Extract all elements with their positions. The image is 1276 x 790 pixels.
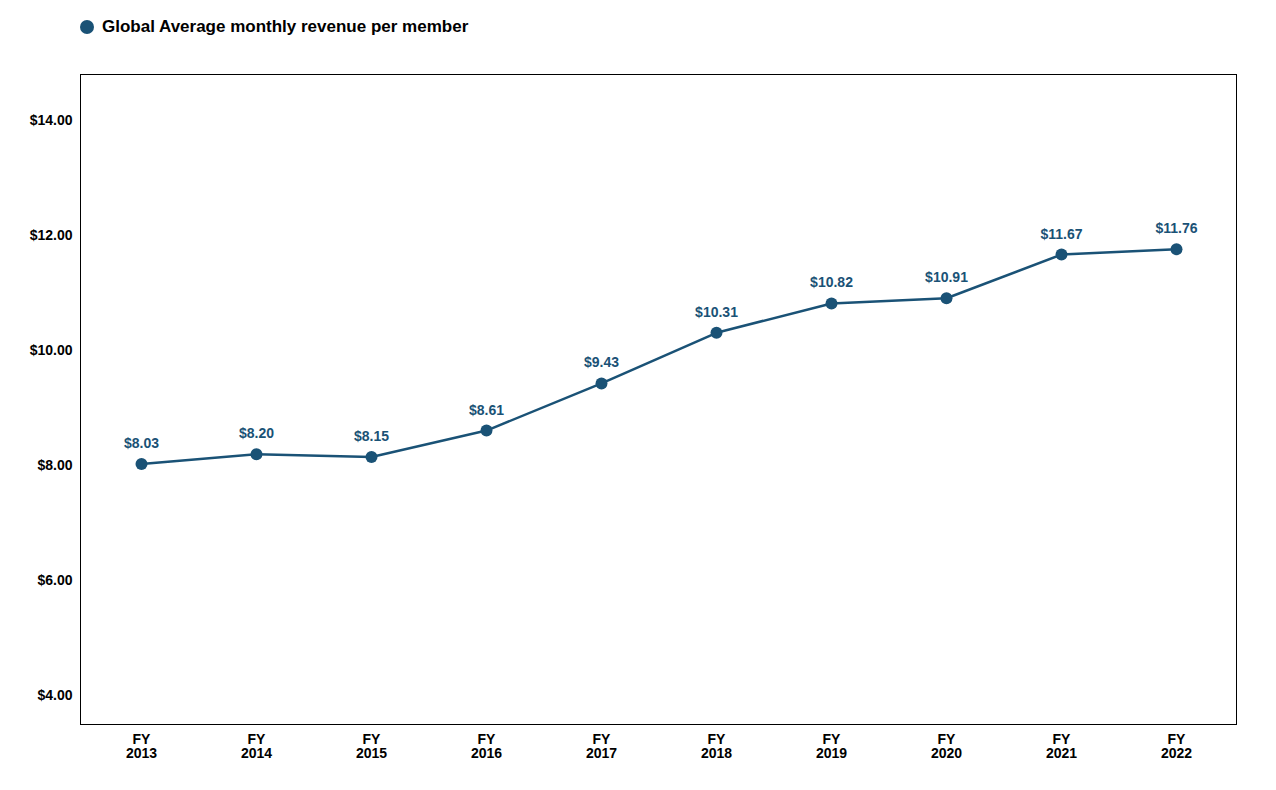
svg-text:FY2015: FY2015 bbox=[356, 731, 387, 761]
svg-text:$9.43: $9.43 bbox=[584, 354, 619, 370]
svg-text:$12.00: $12.00 bbox=[30, 227, 73, 243]
svg-text:$11.67: $11.67 bbox=[1040, 226, 1082, 242]
svg-text:FY2022: FY2022 bbox=[1161, 731, 1192, 761]
svg-text:$10.82: $10.82 bbox=[810, 274, 853, 290]
svg-text:$10.91: $10.91 bbox=[925, 269, 968, 285]
svg-text:FY2014: FY2014 bbox=[241, 731, 272, 761]
svg-text:$10.00: $10.00 bbox=[30, 342, 73, 358]
svg-text:FY2019: FY2019 bbox=[816, 731, 847, 761]
svg-text:$14.00: $14.00 bbox=[30, 112, 73, 128]
html-text:Global Average monthly revenue: Global Average monthly revenue per membe… bbox=[102, 17, 469, 36]
svg-text:FY2020: FY2020 bbox=[931, 731, 962, 761]
svg-text:FY2016: FY2016 bbox=[471, 731, 502, 761]
svg-text:FY2018: FY2018 bbox=[701, 731, 732, 761]
svg-text:$8.61: $8.61 bbox=[469, 402, 504, 418]
svg-text:$11.76: $11.76 bbox=[1155, 220, 1197, 236]
svg-text:$8.00: $8.00 bbox=[37, 457, 72, 473]
svg-text:$4.00: $4.00 bbox=[37, 687, 72, 703]
svg-text:FY2013: FY2013 bbox=[126, 731, 157, 761]
svg-text:$10.31: $10.31 bbox=[695, 304, 738, 320]
svg-text:FY2017: FY2017 bbox=[586, 731, 617, 761]
svg-text:FY2021: FY2021 bbox=[1046, 731, 1077, 761]
svg-text:$8.03: $8.03 bbox=[124, 435, 159, 451]
svg-text:$8.15: $8.15 bbox=[354, 428, 389, 444]
svg-text:$6.00: $6.00 bbox=[37, 572, 72, 588]
svg-text:$8.20: $8.20 bbox=[239, 425, 274, 441]
